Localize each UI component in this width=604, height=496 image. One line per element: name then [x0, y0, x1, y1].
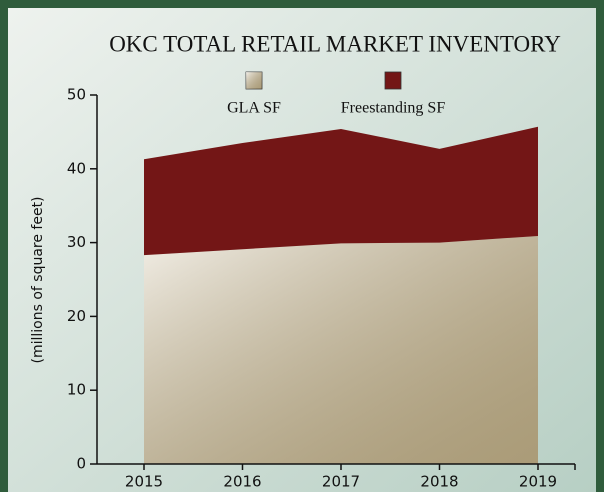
y-tick-label: 30 — [67, 233, 86, 251]
x-tick-label: 2016 — [223, 473, 261, 491]
chart-title: OKC TOTAL RETAIL MARKET INVENTORY — [109, 31, 561, 56]
area-shade — [144, 235, 538, 464]
legend-label: Freestanding SF — [341, 100, 446, 117]
y-tick-label: 40 — [67, 159, 86, 177]
area — [144, 126, 538, 256]
legend-label: GLA SF — [227, 100, 281, 117]
legend-swatch — [384, 71, 402, 90]
x-tick-label: 2017 — [322, 473, 360, 491]
x-tick-label: 2019 — [519, 473, 557, 491]
x-tick-label: 2018 — [420, 473, 458, 491]
y-tick-label: 20 — [67, 307, 86, 325]
y-tick-label: 10 — [67, 381, 86, 399]
y-tick-label: 50 — [67, 86, 86, 104]
legend-shade — [246, 72, 262, 89]
y-axis-label: (millions of square feet) — [30, 196, 46, 363]
x-tick-label: 2015 — [125, 473, 163, 491]
y-tick-label: 0 — [76, 455, 86, 473]
